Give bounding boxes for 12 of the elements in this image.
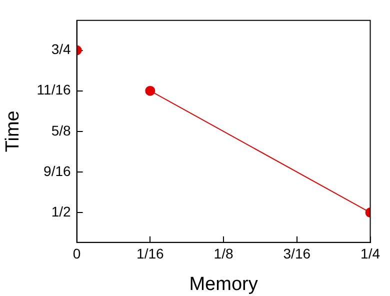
y-tick-label: 5/8 [51, 122, 71, 138]
x-tick-label: 3/16 [283, 246, 311, 262]
y-tick-label: 3/4 [51, 41, 71, 58]
x-tick-label: 1/16 [136, 246, 164, 262]
y-tick-label: 9/16 [44, 162, 72, 179]
x-tick-label: 0 [72, 246, 81, 262]
x-tick-label: 1/4 [360, 246, 380, 262]
y-axis-title: Time [2, 110, 24, 152]
y-tick-label: 1/2 [51, 203, 71, 220]
x-axis-title: Memory [189, 274, 258, 295]
y-tick-label: 11/16 [36, 82, 72, 98]
x-tick-label: 1/8 [214, 246, 234, 262]
